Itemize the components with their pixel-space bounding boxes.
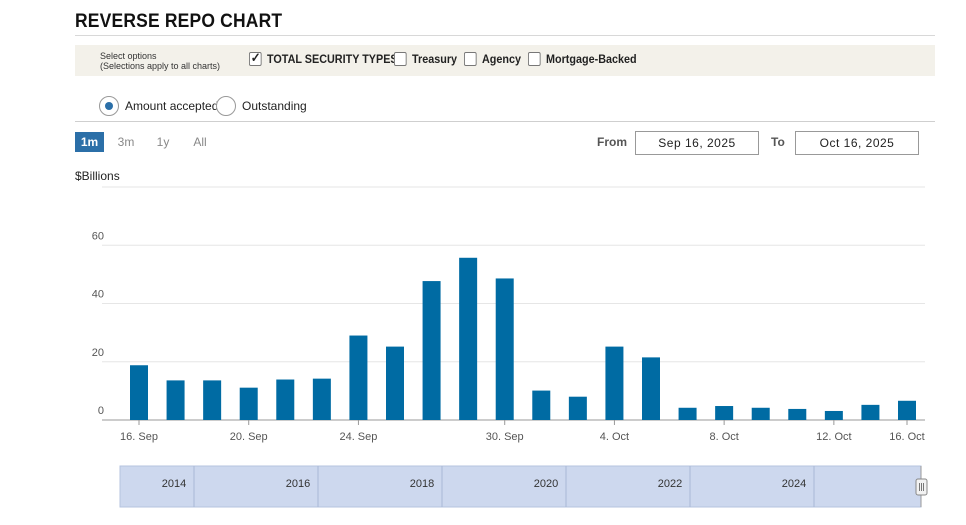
checkbox-label: Mortgage-Backed (546, 52, 637, 66)
bar-2025-09-25[interactable] (386, 346, 404, 420)
bar-2025-09-22[interactable] (276, 379, 295, 420)
radio-amount-accepted[interactable]: Amount accepted (99, 96, 218, 116)
bar-2025-09-16[interactable] (130, 365, 148, 420)
x-tick-label: 16. Oct (889, 431, 924, 443)
y-tick-label: 20 (92, 347, 104, 359)
x-tick-label: 16. Sep (120, 431, 158, 443)
bar-2025-09-29[interactable] (459, 257, 478, 420)
range-navigator: 2014 2016 2018 2020 2022 2024 (119, 465, 928, 508)
page-title: REVERSE REPO CHART (75, 11, 283, 32)
bar-2025-09-24[interactable] (349, 335, 368, 420)
checkbox-agency[interactable]: Agency (464, 52, 521, 66)
to-date-input[interactable]: Oct 16, 2025 (795, 131, 919, 155)
x-tick-label: 12. Oct (816, 431, 851, 443)
y-axis-ticks: 0 20 40 60 (92, 230, 104, 417)
range-button-1y[interactable]: 1y (156, 135, 170, 149)
bar-2025-10-14[interactable] (824, 410, 843, 420)
x-tick-label: 8. Oct (709, 431, 738, 443)
bar-2025-10-10[interactable] (788, 408, 807, 420)
bar-2025-09-19[interactable] (239, 387, 258, 420)
navigator-year-label: 2022 (658, 478, 682, 490)
checkbox-label: Treasury (412, 52, 458, 66)
title-divider (75, 35, 935, 36)
navigator-year-label: 2016 (286, 478, 310, 490)
checkbox-empty-icon[interactable] (464, 52, 477, 66)
options-caption-line1: Select options (100, 51, 157, 61)
bar-2025-10-07[interactable] (678, 407, 697, 420)
y-tick-label: 60 (92, 230, 104, 242)
options-caption-line2: (Selections apply to all charts) (100, 61, 221, 71)
chart-bars (130, 257, 916, 420)
radio-empty-icon[interactable] (216, 96, 236, 116)
checkbox-checked-icon[interactable] (249, 50, 262, 66)
checkbox-total-security-types[interactable]: TOTAL SECURITY TYPES (249, 50, 398, 66)
y-tick-label: 0 (98, 405, 104, 417)
x-axis-ticks: 16. Sep 20. Sep 24. Sep 30. Sep 4. Oct 8. Oct… (120, 420, 925, 443)
to-label: To (771, 135, 785, 149)
range-button-3m[interactable]: 3m (117, 135, 135, 149)
checkbox-label: Agency (482, 52, 522, 66)
y-axis-unit-label: $Billions (75, 169, 120, 183)
navigator-year-label: 2014 (162, 478, 186, 490)
bar-2025-09-30[interactable] (495, 278, 514, 420)
checkbox-empty-icon[interactable] (528, 52, 541, 66)
radio-label: Outstanding (242, 99, 307, 113)
bar-2025-09-18[interactable] (203, 380, 222, 420)
navigator-year-label: 2020 (534, 478, 558, 490)
options-caption: Select options (Selections apply to all … (100, 51, 220, 71)
range-button-1m[interactable]: 1m (75, 132, 104, 152)
bar-2025-09-17[interactable] (166, 380, 185, 420)
x-tick-label: 20. Sep (230, 431, 268, 443)
bar-2025-10-08[interactable] (715, 406, 734, 420)
bar-2025-10-02[interactable] (568, 396, 587, 420)
navigator-selection[interactable] (119, 465, 922, 508)
bar-2025-09-23[interactable] (312, 378, 331, 420)
checkbox-mortgage-backed[interactable]: Mortgage-Backed (528, 52, 637, 66)
x-tick-label: 30. Sep (486, 431, 524, 443)
bar-2025-10-03[interactable] (605, 346, 624, 420)
checkbox-label: TOTAL SECURITY TYPES (267, 52, 398, 66)
bar-2025-10-06[interactable] (642, 357, 660, 420)
radio-outstanding[interactable]: Outstanding (216, 96, 307, 116)
radio-selected-icon[interactable] (99, 96, 119, 116)
bar-2025-10-16[interactable] (898, 400, 916, 420)
bar-2025-10-01[interactable] (532, 390, 551, 420)
bar-2025-10-09[interactable] (751, 407, 770, 420)
from-label: From (597, 135, 627, 149)
x-tick-label: 4. Oct (600, 431, 629, 443)
from-date-input[interactable]: Sep 16, 2025 (635, 131, 759, 155)
navigator-year-label: 2018 (410, 478, 434, 490)
x-tick-label: 24. Sep (339, 431, 377, 443)
range-button-all[interactable]: All (193, 135, 207, 149)
section-divider (75, 121, 935, 122)
checkbox-treasury[interactable]: Treasury (394, 52, 457, 66)
bar-2025-10-15[interactable] (861, 404, 880, 420)
options-bar: Select options (Selections apply to all … (75, 45, 935, 76)
radio-label: Amount accepted (125, 99, 219, 113)
y-tick-label: 40 (92, 289, 104, 301)
bar-2025-09-26[interactable] (422, 281, 441, 420)
navigator-year-label: 2024 (782, 478, 806, 490)
checkbox-empty-icon[interactable] (394, 52, 407, 66)
